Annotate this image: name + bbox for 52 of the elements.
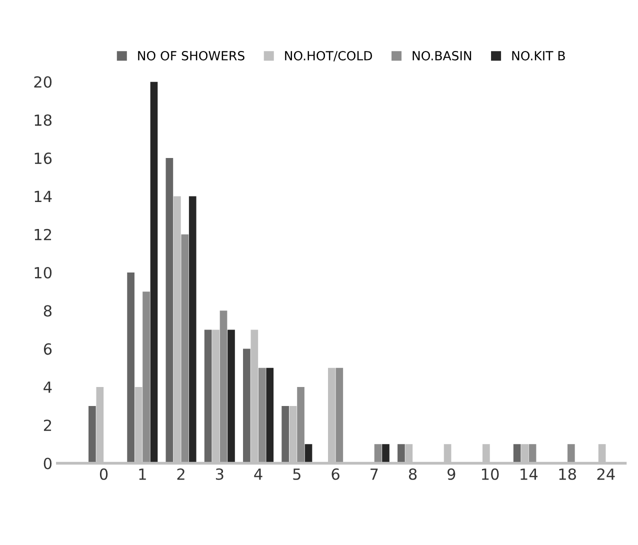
legend-label: NO OF SHOWERS <box>138 50 244 60</box>
bar <box>142 292 150 464</box>
x-tick-label: 18 <box>559 468 576 480</box>
bar <box>282 406 289 464</box>
bar <box>258 368 266 464</box>
bar <box>188 196 196 464</box>
bar <box>181 234 189 464</box>
legend-label: NO.BASIN <box>412 50 472 60</box>
y-tick-label: 2 <box>44 420 52 431</box>
bar <box>567 444 575 464</box>
y-tick-label: 4 <box>44 382 52 393</box>
x-tick-label: 7 <box>370 468 378 480</box>
y-tick-label: 10 <box>34 266 52 279</box>
bar <box>297 386 304 464</box>
y-tick-label: 14 <box>34 190 52 202</box>
y-tick-label: 0 <box>44 458 52 470</box>
bar <box>304 444 312 464</box>
bar <box>204 330 212 464</box>
legend-label: NO.HOT/COLD <box>285 50 372 62</box>
x-tick-label: 5 <box>293 468 300 480</box>
x-tick-label: 8 <box>408 468 417 480</box>
bar <box>243 348 250 464</box>
bar <box>266 368 274 464</box>
bar <box>166 158 174 464</box>
x-tick-label: 14 <box>520 468 538 480</box>
x-tick-label: 1 <box>139 468 146 480</box>
x-tick-label: 2 <box>177 468 184 480</box>
legend-label: NO.KIT B <box>512 50 565 60</box>
bar <box>88 406 96 464</box>
bar <box>374 444 382 464</box>
y-tick-label: 18 <box>34 114 52 126</box>
bar <box>150 82 158 464</box>
x-tick-label: 24 <box>597 468 615 480</box>
x-tick-label: 0 <box>100 468 108 480</box>
x-tick-label: 3 <box>216 468 224 480</box>
bar <box>382 444 390 464</box>
x-tick-label: 10 <box>482 468 499 480</box>
bar <box>513 444 521 464</box>
x-tick-label: 6 <box>332 468 340 480</box>
bar <box>336 368 344 464</box>
bar <box>220 310 228 464</box>
y-tick-label: 20 <box>34 76 52 88</box>
bar <box>127 272 134 464</box>
bar <box>228 330 235 464</box>
y-tick-label: 6 <box>44 343 52 355</box>
y-tick-label: 16 <box>34 152 52 164</box>
x-tick-label: 9 <box>448 468 456 480</box>
x-tick-label: 4 <box>254 468 262 480</box>
y-tick-label: 8 <box>44 305 52 317</box>
bar <box>398 444 405 464</box>
y-tick-label: 12 <box>34 228 52 240</box>
bar <box>528 444 536 464</box>
